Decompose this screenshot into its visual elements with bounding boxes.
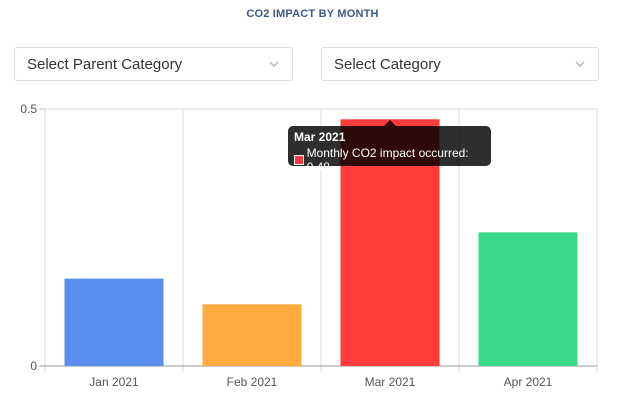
x-tick-label: Feb 2021 [227,375,278,389]
y-tick-label: 0.5 [20,102,37,116]
bar-feb-2021 [202,304,302,366]
tooltip-title: Mar 2021 [294,130,346,144]
x-tick-label: Mar 2021 [365,375,416,389]
x-tick-label: Apr 2021 [504,375,553,389]
category-select-value: Select Category [334,55,441,73]
bar-jan-2021 [64,278,164,366]
parent-category-select[interactable]: Select Parent Category [14,47,293,81]
y-tick-label: 0 [30,359,37,373]
tooltip-color-swatch [294,155,304,165]
chevron-down-icon [269,61,279,68]
tooltip-label: Monthly CO2 impact occurred: 0.48 [306,146,469,174]
bar-apr-2021 [478,232,578,366]
chevron-down-icon [575,61,585,68]
category-select[interactable]: Select Category [321,47,599,81]
parent-category-select-value: Select Parent Category [27,55,183,73]
tooltip-caret [384,120,396,126]
x-tick-label: Jan 2021 [89,375,139,389]
chart-title: CO2 IMPACT BY MONTH [246,8,379,20]
chart-tooltip: Mar 2021 Monthly CO2 impact occurred: 0.… [288,120,491,174]
